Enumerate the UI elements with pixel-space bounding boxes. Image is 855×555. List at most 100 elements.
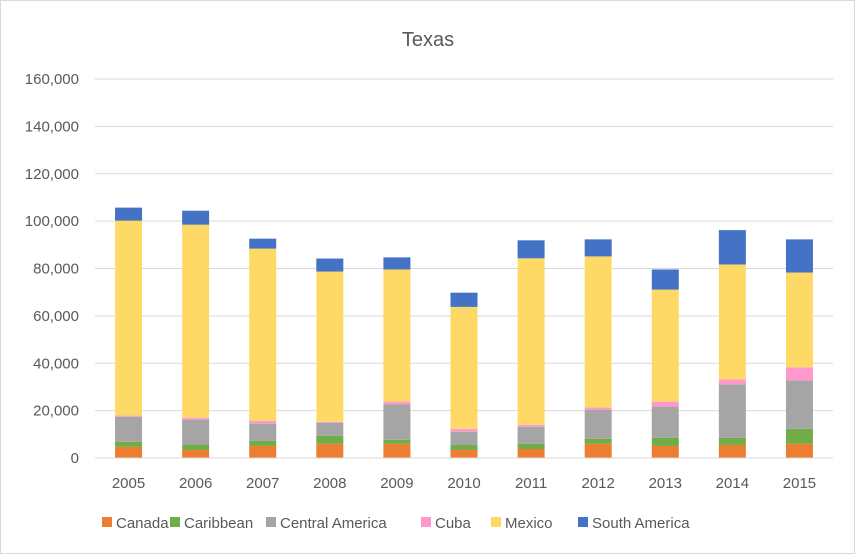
bar-stack-2006 xyxy=(182,210,210,458)
bar-segment-south-america xyxy=(517,240,545,259)
bar-segment-central-america xyxy=(517,426,545,444)
bar-segment-canada xyxy=(785,443,813,458)
legend-item-canada: Canada xyxy=(102,515,169,532)
bar-segment-central-america xyxy=(249,423,277,441)
bar-segment-canada xyxy=(115,446,143,458)
bar-stack-2010 xyxy=(450,292,478,458)
legend-item-caribbean: Caribbean xyxy=(170,515,253,532)
bar-segment-central-america xyxy=(316,422,344,436)
bar-segment-caribbean xyxy=(316,435,344,444)
legend-swatch xyxy=(102,517,112,527)
bar-segment-mexico xyxy=(785,272,813,368)
bar-segment-central-america xyxy=(182,419,210,445)
bar-segment-cuba xyxy=(718,379,746,385)
x-tick-label: 2009 xyxy=(380,475,413,492)
legend: Canada Caribbean Central America Cuba Mexico… xyxy=(102,515,690,532)
bar-segment-mexico xyxy=(718,264,746,380)
x-tick-label: 2006 xyxy=(179,475,212,492)
bar-segment-canada xyxy=(182,449,210,458)
bar-segment-central-america xyxy=(115,416,143,442)
bar-segment-cuba xyxy=(249,420,277,424)
bar-segment-canada xyxy=(718,444,746,458)
bars xyxy=(115,207,813,458)
x-tick-label: 2013 xyxy=(649,475,682,492)
bar-segment-mexico xyxy=(584,256,612,408)
y-tick-label: 80,000 xyxy=(33,261,79,278)
bar-segment-south-america xyxy=(182,210,210,225)
legend-label: Central America xyxy=(280,515,387,532)
bar-segment-caribbean xyxy=(785,428,813,444)
bar-stack-2014 xyxy=(718,230,746,458)
bar-segment-cuba xyxy=(115,415,143,417)
x-tick-label: 2015 xyxy=(783,475,816,492)
bar-segment-caribbean xyxy=(718,437,746,445)
bar-segment-canada xyxy=(316,443,344,458)
bar-segment-south-america xyxy=(651,269,679,290)
y-tick-label: 160,000 xyxy=(25,71,79,88)
bar-segment-south-america xyxy=(115,207,143,221)
bar-segment-cuba xyxy=(517,424,545,427)
bar-segment-caribbean xyxy=(651,437,679,446)
bar-stack-2012 xyxy=(584,239,612,458)
bar-segment-south-america xyxy=(785,239,813,273)
bar-segment-south-america xyxy=(316,258,344,272)
bar-segment-central-america xyxy=(584,409,612,439)
bar-segment-central-america xyxy=(718,384,746,438)
bar-segment-central-america xyxy=(450,431,478,445)
chart-title: Texas xyxy=(402,29,454,51)
bar-segment-canada xyxy=(651,445,679,458)
x-tick-label: 2008 xyxy=(313,475,346,492)
bar-stack-2013 xyxy=(651,269,679,458)
x-tick-label: 2010 xyxy=(447,475,480,492)
bar-stack-2011 xyxy=(517,240,545,458)
bar-segment-canada xyxy=(584,443,612,458)
legend-item-cuba: Cuba xyxy=(421,515,472,532)
y-tick-label: 100,000 xyxy=(25,213,79,230)
bar-stack-2005 xyxy=(115,207,143,458)
bar-segment-south-america xyxy=(450,292,478,307)
bar-segment-cuba xyxy=(383,401,411,405)
y-tick-label: 140,000 xyxy=(25,118,79,135)
bar-segment-cuba xyxy=(651,401,679,407)
y-tick-label: 0 xyxy=(71,450,79,467)
bar-segment-caribbean xyxy=(450,444,478,450)
bar-segment-canada xyxy=(383,443,411,458)
bar-segment-central-america xyxy=(785,380,813,429)
legend-swatch xyxy=(578,517,588,527)
bar-segment-cuba xyxy=(584,407,612,410)
legend-item-mexico: Mexico xyxy=(491,515,553,532)
bar-segment-caribbean xyxy=(584,438,612,444)
y-axis-tick-labels: 0 20,000 40,000 60,000 80,000 100,000 120,000 1… xyxy=(25,71,79,467)
bar-segment-south-america xyxy=(718,230,746,265)
bar-segment-central-america xyxy=(383,404,411,440)
bar-segment-south-america xyxy=(584,239,612,257)
bar-stack-2008 xyxy=(316,258,344,458)
x-tick-label: 2011 xyxy=(515,475,547,492)
bar-segment-cuba xyxy=(450,428,478,432)
bar-stack-2009 xyxy=(383,257,411,458)
legend-swatch xyxy=(170,517,180,527)
legend-swatch xyxy=(266,517,276,527)
bar-segment-caribbean xyxy=(383,439,411,444)
bar-segment-mexico xyxy=(115,220,143,416)
bar-segment-canada xyxy=(249,445,277,458)
legend-swatch xyxy=(491,517,501,527)
bar-segment-mexico xyxy=(651,289,679,402)
legend-label: Cuba xyxy=(435,515,472,532)
x-tick-label: 2014 xyxy=(716,475,749,492)
legend-label: Caribbean xyxy=(184,515,253,532)
y-tick-label: 40,000 xyxy=(33,355,79,372)
legend-label: Mexico xyxy=(505,515,553,532)
x-tick-label: 2007 xyxy=(246,475,279,492)
legend-label: Canada xyxy=(116,515,169,532)
bar-segment-canada xyxy=(450,449,478,458)
bar-stack-2007 xyxy=(249,238,277,458)
bar-segment-mexico xyxy=(383,269,411,402)
bar-segment-mexico xyxy=(316,271,344,422)
bar-segment-cuba xyxy=(182,417,210,420)
legend-item-central-america: Central America xyxy=(266,515,387,532)
y-tick-label: 120,000 xyxy=(25,166,79,183)
legend-swatch xyxy=(421,517,431,527)
bar-segment-canada xyxy=(517,448,545,458)
